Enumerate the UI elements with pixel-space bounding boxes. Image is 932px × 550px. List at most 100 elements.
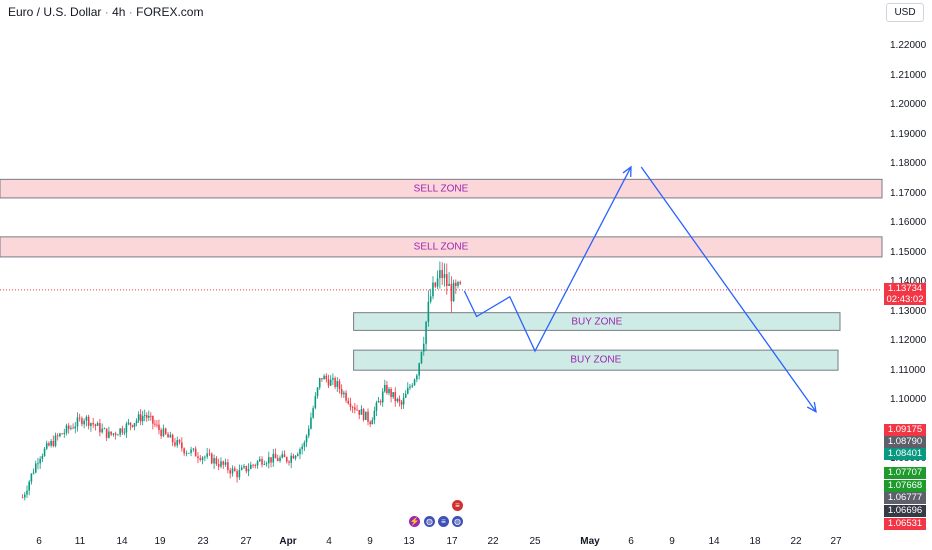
x-tick-label: 18	[749, 536, 761, 547]
candle-body	[420, 351, 423, 364]
candle-body	[377, 401, 380, 403]
candle-body	[105, 428, 108, 438]
candle-body	[229, 470, 231, 474]
candle-body	[283, 454, 286, 458]
us-flag-icon[interactable]: ≡	[451, 499, 464, 512]
candle-body	[81, 418, 83, 425]
candle-body	[50, 440, 52, 446]
projection-path-down	[640, 166, 817, 413]
sell-zone-label: SELL ZONE	[413, 241, 469, 253]
candle-body	[258, 459, 261, 462]
candle-body	[256, 461, 259, 466]
currency-button[interactable]: USD	[886, 3, 924, 22]
candle-body	[434, 282, 437, 287]
candle-body	[406, 387, 409, 394]
x-tick-label: 19	[154, 536, 166, 547]
candle-body	[208, 453, 211, 455]
candle-body	[26, 490, 28, 495]
us-flag-icon[interactable]: ≡	[437, 515, 450, 528]
candle-body	[176, 440, 179, 446]
candle-body	[240, 467, 243, 470]
candle-body	[455, 282, 457, 286]
candle-body	[85, 416, 88, 421]
candle-body	[110, 431, 112, 435]
x-tick-label: 14	[708, 536, 720, 547]
x-tick-label: 6	[628, 536, 634, 547]
symbol-name: Euro / U.S. Dollar	[8, 5, 102, 19]
candle-body	[94, 424, 97, 426]
candle-body	[373, 410, 376, 421]
candle-body	[299, 449, 301, 455]
globe-icon[interactable]: ◍	[451, 515, 464, 528]
candle-body	[367, 411, 369, 422]
candle-body	[400, 401, 403, 405]
data-source: FOREX.com	[136, 5, 204, 19]
interval[interactable]: 4h	[112, 5, 126, 19]
candle-body	[34, 463, 37, 473]
candle-body	[185, 452, 188, 454]
candle-body	[127, 422, 130, 424]
candle-body	[296, 454, 299, 456]
candle-body	[272, 453, 275, 463]
candle-body	[56, 435, 59, 437]
candle-body	[164, 428, 167, 434]
candle-body	[459, 282, 461, 284]
candle-body	[362, 409, 365, 420]
candle-body	[150, 415, 152, 417]
candle-body	[279, 457, 281, 461]
candle-body	[32, 472, 35, 474]
x-tick-label: 9	[669, 536, 675, 547]
candle-body	[441, 270, 443, 279]
candle-body	[388, 388, 390, 394]
globe-icon[interactable]: ◍	[423, 515, 436, 528]
candle-body	[117, 434, 119, 436]
x-tick-label: 23	[197, 536, 209, 547]
candle-body	[261, 459, 263, 465]
last-price-tag: 1.13734 02:43:02	[884, 282, 926, 305]
candle-body	[345, 392, 347, 401]
y-tick-label: 1.14000	[890, 276, 927, 287]
candle-body	[292, 455, 295, 459]
candle-body	[334, 378, 336, 387]
candle-body	[152, 415, 154, 424]
candle-body	[416, 375, 418, 380]
lightning-icon[interactable]: ⚡	[408, 515, 421, 528]
candle-body	[178, 440, 181, 443]
candle-body	[427, 301, 430, 322]
candle-body	[76, 417, 79, 427]
price-level-tag: 1.06531	[884, 518, 926, 530]
candle-body	[288, 461, 290, 463]
candle-body	[307, 428, 310, 436]
candle-body	[270, 457, 272, 463]
candle-body	[169, 434, 172, 438]
candle-body	[402, 397, 405, 405]
candle-body	[187, 452, 190, 454]
candle-body	[145, 415, 148, 418]
candle-body	[78, 417, 81, 419]
candle-body	[436, 278, 439, 287]
candle-body	[123, 432, 126, 434]
candle-body	[305, 435, 308, 443]
candle-body	[396, 398, 399, 402]
candle-body	[129, 422, 132, 426]
bar-countdown: 02:43:02	[886, 293, 924, 305]
candle-body	[340, 389, 343, 395]
candle-body	[143, 415, 146, 417]
candle-body	[52, 440, 55, 446]
candle-body	[418, 363, 420, 376]
candle-body	[43, 448, 46, 456]
candle-body	[314, 396, 317, 409]
candle-body	[354, 407, 356, 410]
candle-body	[54, 435, 57, 446]
candle-body	[231, 468, 234, 474]
candle-body	[358, 410, 361, 415]
candle-body	[432, 282, 434, 297]
candle-body	[243, 465, 245, 468]
candle-body	[48, 443, 50, 446]
candle-body	[439, 270, 441, 279]
candle-body	[72, 427, 74, 429]
candle-body	[224, 462, 227, 465]
projection-path-up	[463, 166, 632, 353]
candle-body	[356, 409, 358, 411]
